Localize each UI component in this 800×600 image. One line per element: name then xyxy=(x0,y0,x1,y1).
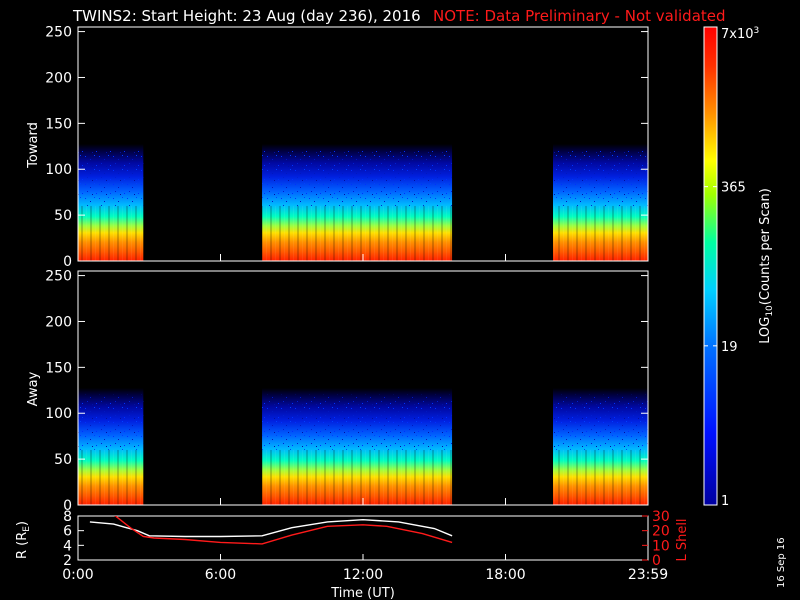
r-tick-label: 6 xyxy=(63,524,72,540)
colorbar-frame xyxy=(703,26,718,506)
toward-y-ticks: 0 50 100 150 200 250 xyxy=(45,25,649,270)
spectrogram-stripes xyxy=(78,449,144,505)
lshell-axis-label: L Shell xyxy=(675,518,690,561)
y-tick-label: 100 xyxy=(45,406,72,422)
colorbar-scale xyxy=(704,27,717,505)
toward-spectrogram xyxy=(78,27,648,261)
ephemeris-lines xyxy=(89,516,453,545)
spectrogram-speckle xyxy=(78,394,144,450)
y-tick-label: 200 xyxy=(45,314,72,330)
y-tick-label: 200 xyxy=(45,70,72,86)
time-axis-ticks: 0:00 6:00 12:00 18:00 23:59 xyxy=(62,554,668,583)
generation-stamp: 16 Sep 16 xyxy=(776,537,787,588)
lshell-tick-label: 0 xyxy=(652,553,661,569)
spectrogram-speckle xyxy=(553,394,648,450)
spectrogram-stripes xyxy=(262,449,453,505)
spectrogram-stripes xyxy=(553,205,648,261)
toward-y-label: Toward xyxy=(26,122,41,169)
r-tick-label: 4 xyxy=(63,538,72,554)
r-tick-label: 8 xyxy=(63,509,72,525)
y-tick-label: 100 xyxy=(45,162,72,178)
toward-panel: 0 50 100 150 200 250 Toward xyxy=(26,25,649,270)
colorbar-tick-label: 1 xyxy=(721,494,729,509)
radius-axis-label: R (RE) xyxy=(15,521,32,559)
r-tick-label: 2 xyxy=(63,553,72,569)
time-tick-label: 0:00 xyxy=(62,567,93,583)
colorbar-ticks: 1 19 365 7x103 xyxy=(704,26,759,509)
colorbar-label: LOG10(Counts per Scan) xyxy=(758,188,775,344)
time-tick-label: 6:00 xyxy=(205,567,236,583)
lshell-tick-label: 10 xyxy=(652,538,670,554)
away-y-ticks: 0 50 100 150 200 250 xyxy=(45,269,649,514)
y-tick-label: 0 xyxy=(63,254,72,270)
y-tick-label: 250 xyxy=(45,25,72,41)
lshell-tick-label: 30 xyxy=(652,509,670,525)
plot-title: TWINS2: Start Height: 23 Aug (day 236), … xyxy=(72,7,421,25)
preliminary-note: NOTE: Data Preliminary - Not validated xyxy=(433,7,726,25)
colorbar-tick-label: 365 xyxy=(721,181,746,196)
away-panel: 0 50 100 150 200 250 Away xyxy=(26,269,649,514)
y-tick-label: 150 xyxy=(45,360,72,376)
colorbar: 1 19 365 7x103 LOG10(Counts per Scan) xyxy=(703,26,775,509)
y-tick-label: 0 xyxy=(63,498,72,514)
spectrogram-speckle xyxy=(262,150,453,206)
lshell-tick-label: 20 xyxy=(652,524,670,540)
colorbar-tick-label: 19 xyxy=(721,340,738,355)
spectrogram-stripes xyxy=(78,205,144,261)
away-y-label: Away xyxy=(26,371,41,406)
y-tick-label: 50 xyxy=(54,452,72,468)
spectrogram-stripes xyxy=(262,205,453,261)
time-tick-label: 12:00 xyxy=(343,567,383,583)
spectrogram-stripes xyxy=(553,449,648,505)
colorbar-tick-label: 7x103 xyxy=(721,26,759,42)
radius-line xyxy=(89,518,453,538)
time-tick-label: 23:59 xyxy=(628,567,668,583)
y-tick-label: 50 xyxy=(54,208,72,224)
lshell-line xyxy=(114,516,453,545)
away-spectrogram xyxy=(78,271,648,505)
y-tick-label: 250 xyxy=(45,269,72,285)
spectrogram-speckle xyxy=(262,394,453,450)
spectrogram-speckle xyxy=(553,150,648,206)
spectrogram-speckle xyxy=(78,150,144,206)
time-tick-label: 18:00 xyxy=(485,567,525,583)
y-tick-label: 150 xyxy=(45,116,72,132)
time-axis-label: Time (UT) xyxy=(330,586,395,600)
